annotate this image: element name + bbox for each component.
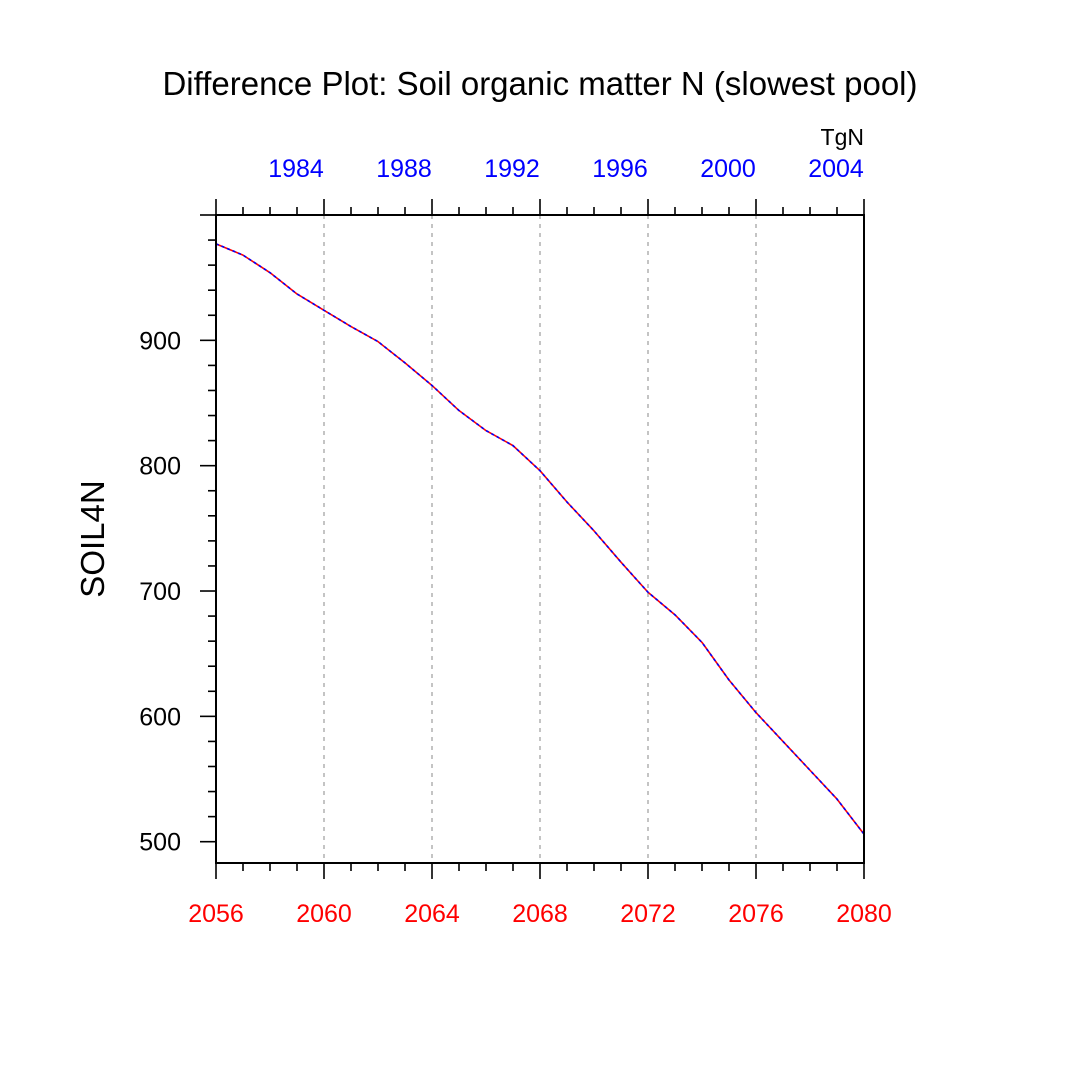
x-top-tick-label: 2004: [808, 155, 864, 183]
grid-lines: [323, 215, 757, 863]
x-tick-label: 2068: [512, 900, 568, 928]
x-axis-top-labels: 1984 1988 1992 1996 2000 2004: [268, 155, 864, 183]
series-lines: [215, 243, 865, 835]
x-top-tick-label: 2000: [700, 155, 756, 183]
x-tick-label: 2072: [620, 900, 676, 928]
y-tick-label: 500: [139, 829, 181, 857]
plot-frame: [215, 214, 865, 864]
y-axis-labels: 500 600 700 800 900: [139, 327, 181, 856]
x-top-tick-label: 1988: [376, 155, 432, 183]
series-line-historical: [215, 243, 865, 835]
units-label: TgN: [821, 124, 864, 150]
y-axis-label: SOIL4N: [74, 480, 111, 597]
x-tick-label: 2056: [188, 900, 244, 928]
chart-title: Difference Plot: Soil organic matter N (…: [162, 65, 917, 102]
y-tick-label: 800: [139, 453, 181, 481]
x-tick-label: 2064: [404, 900, 460, 928]
y-tick-label: 700: [139, 578, 181, 606]
x-tick-label: 2076: [728, 900, 784, 928]
x-top-tick-label: 1996: [592, 155, 648, 183]
x-tick-label: 2060: [296, 900, 352, 928]
x-axis-bottom-labels: 2056 2060 2064 2068 2072 2076 2080: [188, 900, 892, 928]
x-top-tick-label: 1984: [268, 155, 324, 183]
x-tick-label: 2080: [836, 900, 892, 928]
y-tick-label: 600: [139, 703, 181, 731]
x-top-tick-label: 1992: [484, 155, 540, 183]
axis-ticks: [200, 199, 865, 879]
y-tick-label: 900: [139, 327, 181, 355]
